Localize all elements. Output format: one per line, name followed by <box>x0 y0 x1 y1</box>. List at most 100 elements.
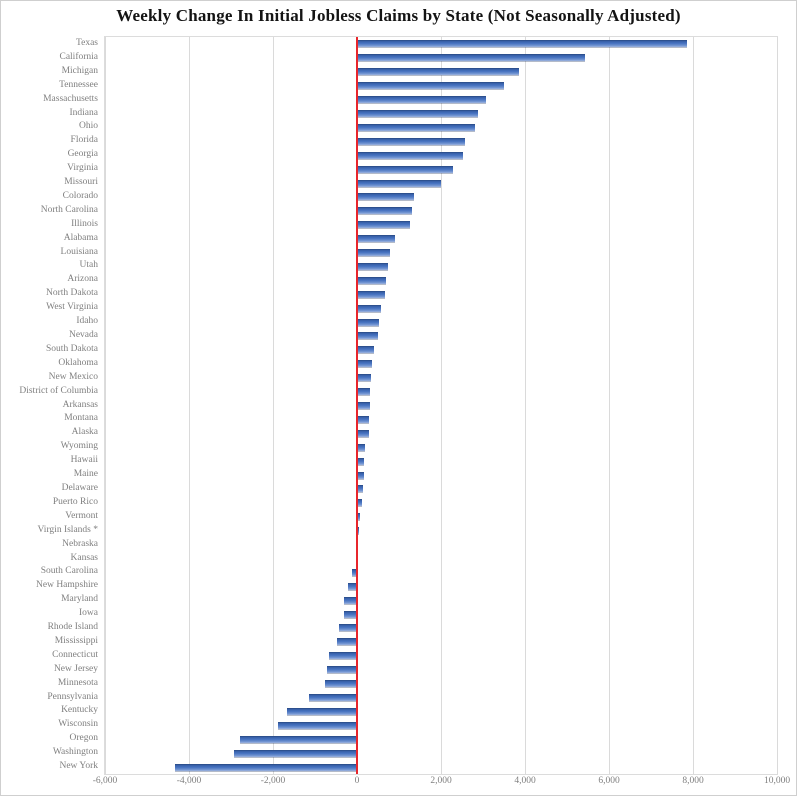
category-label: Minnesota <box>57 677 98 688</box>
category-label: Michigan <box>61 65 98 76</box>
category-label: Connecticut <box>52 649 98 660</box>
category-label: Colorado <box>62 190 98 201</box>
bar <box>329 652 357 660</box>
bar <box>357 109 479 117</box>
category-label: New Jersey <box>53 663 98 674</box>
bar <box>357 82 504 90</box>
bar <box>357 54 585 62</box>
bar <box>278 721 357 729</box>
bar <box>357 179 441 187</box>
category-label: West Virginia <box>46 302 98 313</box>
category-label: Alaska <box>71 427 98 438</box>
category-label: Virginia <box>67 163 98 174</box>
category-label: Louisiana <box>60 246 98 257</box>
category-label: Delaware <box>61 482 98 493</box>
bar <box>357 499 363 507</box>
category-label: Vermont <box>65 510 98 521</box>
x-axis-tick-label: 8,000 <box>682 776 704 786</box>
gridline <box>524 37 526 774</box>
gridline <box>692 37 694 774</box>
bar <box>357 388 371 396</box>
category-label: Kansas <box>70 552 98 563</box>
category-label: Oklahoma <box>58 357 98 368</box>
category-label: Puerto Rico <box>52 496 98 507</box>
category-label: New Mexico <box>48 371 98 382</box>
category-label: Alabama <box>63 232 98 243</box>
bar <box>357 374 372 382</box>
category-label: Washington <box>52 747 98 758</box>
category-label: Wyoming <box>60 441 98 452</box>
chart-title: Weekly Change In Initial Jobless Claims … <box>116 6 681 25</box>
bar <box>357 165 453 173</box>
category-label: Missouri <box>64 177 98 188</box>
category-label: North Dakota <box>46 288 98 299</box>
zero-axis-line <box>356 37 358 774</box>
x-axis-tick-label: -4,000 <box>176 776 202 786</box>
bar <box>233 749 357 757</box>
x-axis-tick-label: 4,000 <box>514 776 536 786</box>
bar <box>347 582 357 590</box>
category-label: Georgia <box>67 149 98 160</box>
bar <box>357 527 359 535</box>
bar <box>324 680 357 688</box>
bar <box>357 443 365 451</box>
category-label: Texas <box>75 38 98 48</box>
bar <box>357 318 379 326</box>
category-label: New Hampshire <box>36 580 98 591</box>
category-label: Maryland <box>61 594 98 605</box>
category-label: Utah <box>79 260 98 271</box>
bar <box>357 249 391 257</box>
category-label: Maine <box>73 469 98 480</box>
category-label: Massachusetts <box>43 93 98 104</box>
bar <box>239 735 357 743</box>
plot-area <box>104 36 778 775</box>
bar <box>357 137 466 145</box>
category-label: Ohio <box>79 121 98 132</box>
bar <box>357 471 364 479</box>
category-label: Tennessee <box>59 79 98 90</box>
category-label: Wisconsin <box>58 719 98 730</box>
bar <box>357 346 374 354</box>
x-axis-tick-label: 10,000 <box>763 776 791 786</box>
bar <box>357 276 387 284</box>
bar <box>357 485 363 493</box>
bar <box>357 235 395 243</box>
bar <box>327 666 357 674</box>
gridline <box>188 37 190 774</box>
category-label: Nevada <box>68 330 98 341</box>
bar <box>357 221 411 229</box>
bar <box>357 193 414 201</box>
bar <box>344 596 357 604</box>
category-label: Rhode Island <box>47 622 98 633</box>
x-axis-tick-labels: -6,000 -4,000 -2,000 0 2,000 4,000 6,000 8,000 1… <box>1 776 796 792</box>
gridline <box>440 37 442 774</box>
category-label: Arizona <box>67 274 98 285</box>
category-label: South Carolina <box>40 566 98 577</box>
x-axis-tick-label: 2,000 <box>430 776 452 786</box>
bar <box>357 457 365 465</box>
gridline <box>104 37 106 774</box>
bar <box>357 360 373 368</box>
bar <box>357 402 370 409</box>
gridline <box>272 37 274 774</box>
x-axis-tick-label: -2,000 <box>260 776 286 786</box>
bar <box>357 513 360 521</box>
x-axis-tick-label: 6,000 <box>598 776 620 786</box>
bar <box>308 694 357 702</box>
bar <box>357 68 519 76</box>
bar <box>351 568 357 576</box>
bar <box>357 40 687 48</box>
category-label: Virgin Islands * <box>37 524 98 535</box>
category-label: California <box>59 51 98 62</box>
category-label: Mississippi <box>54 635 98 646</box>
gridline <box>608 37 610 774</box>
bar <box>357 332 378 340</box>
y-axis-category-labels: Texas California Michigan Tennessee Massachu… <box>1 37 98 774</box>
bar <box>357 262 388 270</box>
bar <box>357 290 386 298</box>
category-label: Montana <box>64 413 98 424</box>
bar <box>336 638 357 646</box>
category-label: South Dakota <box>46 343 98 354</box>
bar <box>357 123 475 131</box>
